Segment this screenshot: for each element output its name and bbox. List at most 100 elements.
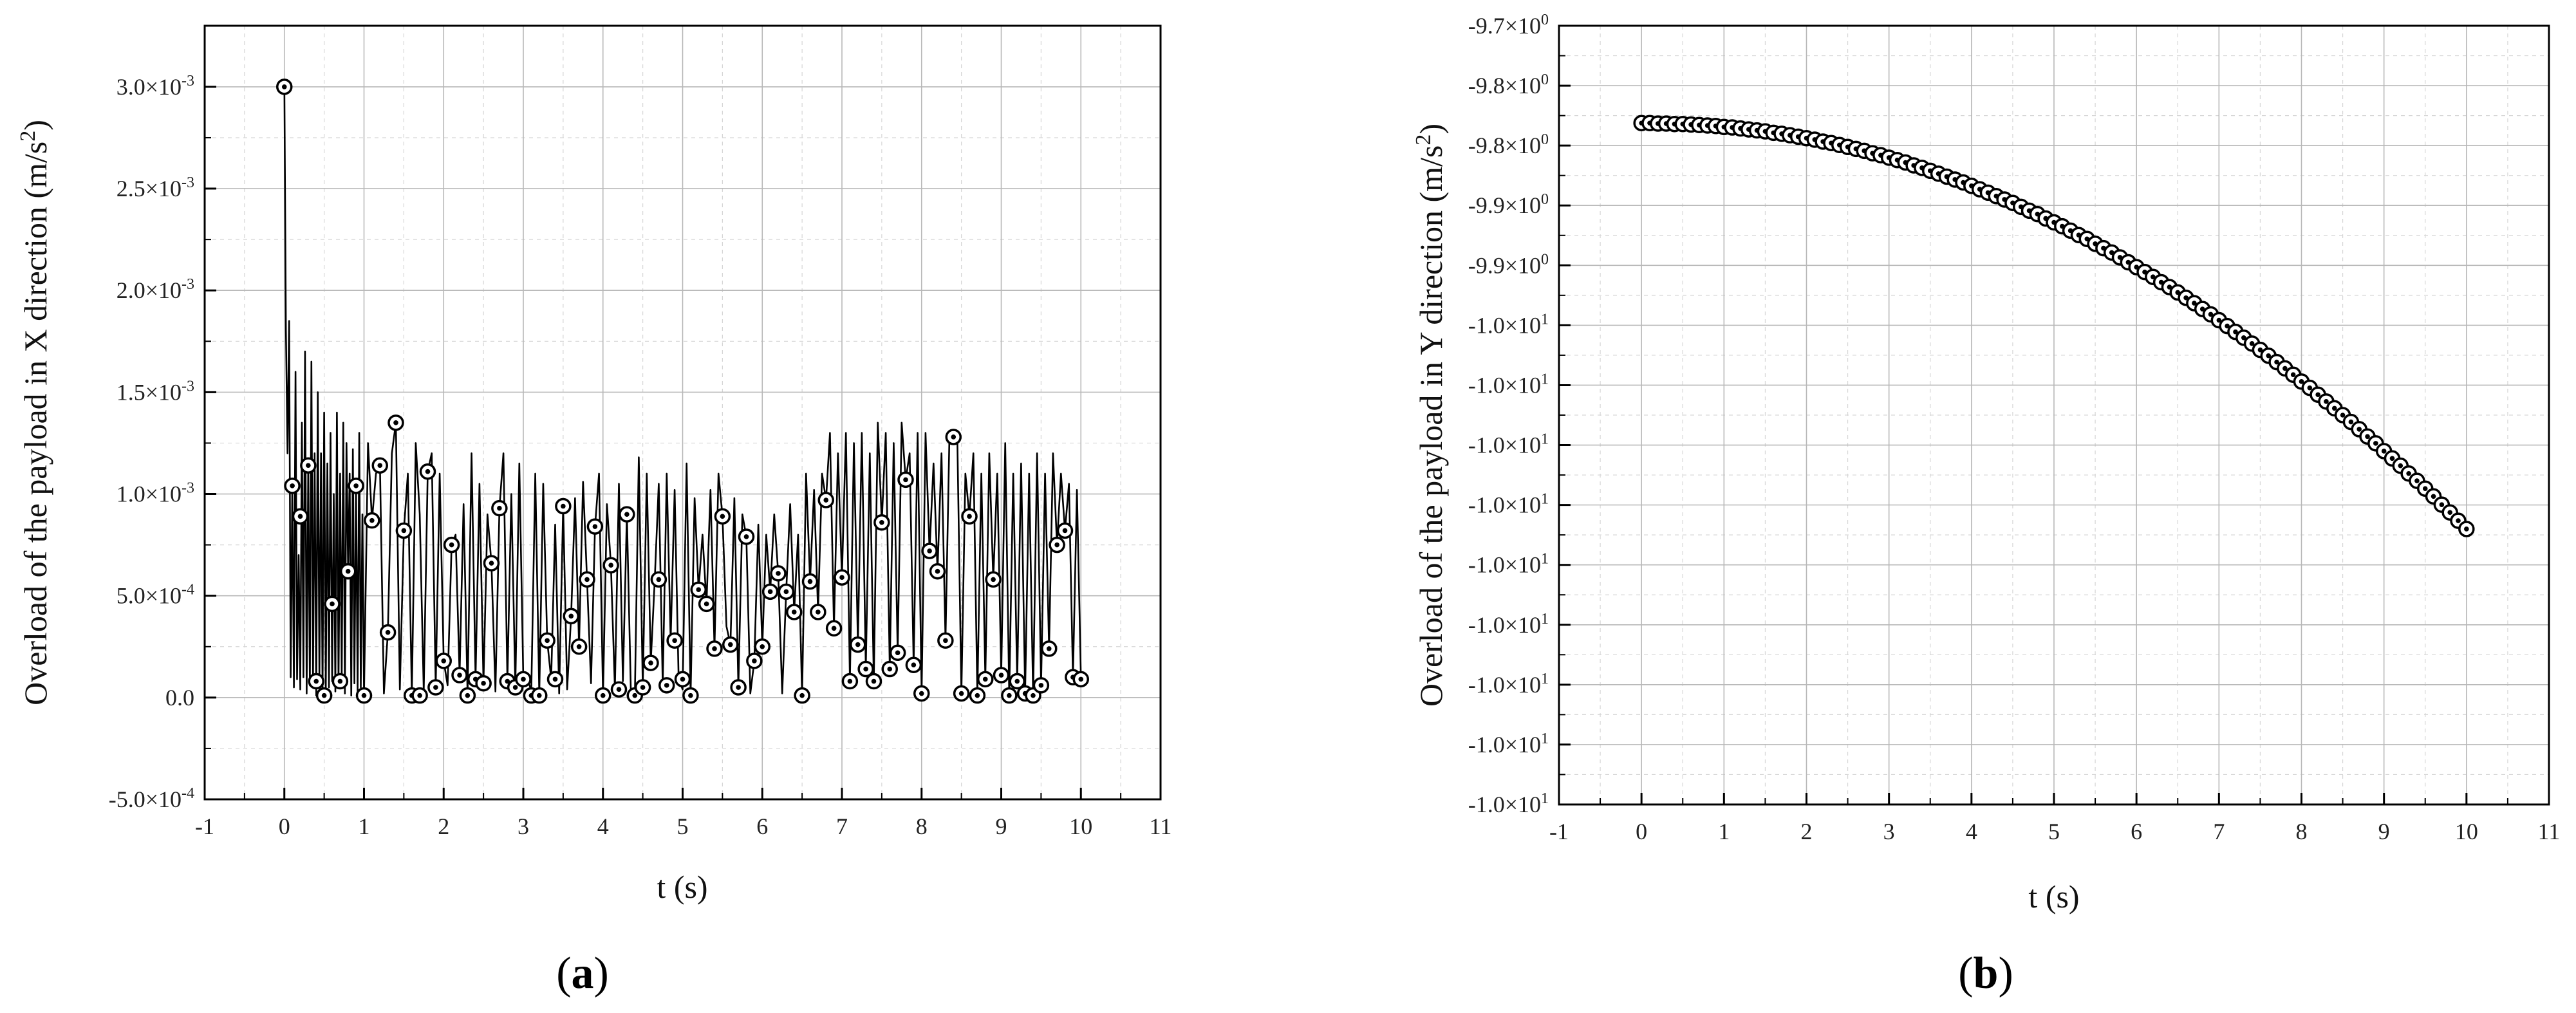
data-point-marker <box>921 543 938 559</box>
panel-b-y-axis-label-close: ) <box>1413 124 1449 135</box>
data-point-marker <box>371 457 388 474</box>
data-point-marker <box>546 671 564 688</box>
data-point-marker <box>475 674 492 692</box>
data-point-marker <box>379 624 397 641</box>
y-tick-label: 1.0×10-3 <box>117 480 194 507</box>
panel-a-y-tick-labels: -5.0×10-4 0.0 5.0×10-4 1.0×10-3 1.5×10-3 2.0×… <box>109 73 194 812</box>
data-point-marker <box>435 653 452 669</box>
data-point-marker <box>961 508 978 525</box>
data-point-marker <box>300 457 317 474</box>
y-tick-label: -5.0×10-4 <box>109 785 194 812</box>
data-point-marker <box>754 638 770 655</box>
data-point-marker <box>276 79 293 95</box>
x-tick-label: 6 <box>756 813 768 839</box>
panel-b-caption-open: ( <box>1958 949 1973 998</box>
data-point-marker <box>395 522 413 539</box>
data-point-marker <box>913 685 930 702</box>
data-point-marker <box>905 656 922 673</box>
panel-b-caption-close: ) <box>1998 949 2013 998</box>
panel-a-x-tick-labels: -1 0 1 2 3 4 5 6 7 8 9 10 11 <box>195 813 1171 839</box>
y-tick-label: -1.0×101 <box>1468 611 1549 638</box>
data-point-marker <box>1025 687 1041 704</box>
data-point-marker <box>292 508 309 525</box>
data-point-marker <box>993 667 1010 683</box>
y-tick-label: 1.5×10-3 <box>117 378 194 405</box>
panel-a-caption-open: ( <box>556 949 571 998</box>
data-point-marker <box>873 514 890 531</box>
data-point-marker <box>682 687 699 704</box>
data-point-marker <box>810 604 826 620</box>
data-point-marker <box>610 681 628 698</box>
panel-b-y-tick-labels: -9.7×100 -9.8×100 -9.8×100 -9.9×100 -9.9×100… <box>1468 12 1549 817</box>
x-tick-label: 9 <box>996 813 1007 839</box>
y-tick-label: 0.0 <box>165 685 194 711</box>
x-tick-label: 0 <box>279 813 290 839</box>
data-point-marker <box>666 632 683 649</box>
x-tick-label: 8 <box>916 813 928 839</box>
data-point-marker <box>786 604 803 620</box>
data-point-marker <box>897 471 914 488</box>
panel-a-caption-letter: a <box>572 949 594 998</box>
panel-a-caption-close: ) <box>594 949 609 998</box>
data-point-marker <box>1001 687 1018 704</box>
data-point-marker <box>1009 673 1025 690</box>
data-point-marker <box>491 499 508 517</box>
data-point-marker <box>570 638 588 655</box>
x-tick-label: 0 <box>1636 819 1647 844</box>
data-point-marker <box>411 687 428 704</box>
data-point-marker <box>945 429 962 445</box>
y-tick-label: 3.0×10-3 <box>117 73 194 100</box>
x-tick-label: 10 <box>2455 819 2478 844</box>
x-tick-label: 2 <box>1801 819 1813 844</box>
y-tick-label: -9.9×100 <box>1468 251 1549 278</box>
data-point-marker <box>315 687 333 704</box>
panel-b-markers <box>1633 115 2475 537</box>
data-point-marker <box>419 463 436 480</box>
data-point-marker <box>324 595 341 613</box>
data-point-marker <box>794 687 810 704</box>
panel-a-caption: (a) <box>556 949 609 998</box>
data-point-marker <box>706 640 723 657</box>
panel-a: -1 0 1 2 3 4 5 6 7 8 9 10 11 -5.0×10-4 0.0 5.0×10-4 1.0… <box>16 24 1171 998</box>
data-point-marker <box>698 595 715 613</box>
data-point-marker <box>579 571 595 588</box>
panel-b-x-axis-label: t (s) <box>2028 878 2079 915</box>
panel-b-y-axis-label: Overload of the payload in Y direction (… <box>1412 124 1449 707</box>
y-tick-label: -1.0×101 <box>1468 491 1549 518</box>
x-tick-label: 7 <box>2213 819 2225 844</box>
panel-a-y-axis-label-main: Overload of the payload in X direction (… <box>17 142 53 705</box>
x-tick-label: -1 <box>1549 819 1569 844</box>
data-point-marker <box>348 478 364 494</box>
y-tick-label: 5.0×10-4 <box>117 582 194 609</box>
panel-b-caption: (b) <box>1958 949 2013 998</box>
data-point-marker <box>619 506 635 523</box>
data-point-marker <box>889 644 906 662</box>
x-tick-label: 8 <box>2296 819 2308 844</box>
data-point-marker <box>778 583 795 600</box>
x-tick-label: 5 <box>677 813 689 839</box>
y-tick-label: 2.0×10-3 <box>117 276 194 303</box>
data-point-marker <box>2458 521 2475 537</box>
data-point-marker <box>427 679 444 696</box>
data-point-marker <box>387 414 404 431</box>
panel-a-x-axis-label: t (s) <box>657 869 707 905</box>
data-point-marker <box>595 687 611 704</box>
data-point-marker <box>340 562 357 580</box>
y-tick-label: -1.0×101 <box>1468 551 1549 578</box>
data-point-marker <box>355 687 373 704</box>
data-point-marker <box>1056 522 1074 539</box>
y-tick-label: -1.0×101 <box>1468 790 1549 817</box>
data-point-marker <box>801 573 819 590</box>
data-point-marker <box>761 583 779 600</box>
data-point-marker <box>929 562 946 580</box>
panel-a-series <box>283 86 1082 696</box>
data-point-marker <box>746 653 763 669</box>
x-tick-label: 11 <box>2538 819 2561 844</box>
x-tick-label: 3 <box>1883 819 1895 844</box>
data-point-marker <box>817 492 834 508</box>
data-point-marker <box>937 632 954 649</box>
x-tick-label: 9 <box>2378 819 2390 844</box>
data-point-marker <box>953 685 970 702</box>
series-line <box>283 86 1082 696</box>
